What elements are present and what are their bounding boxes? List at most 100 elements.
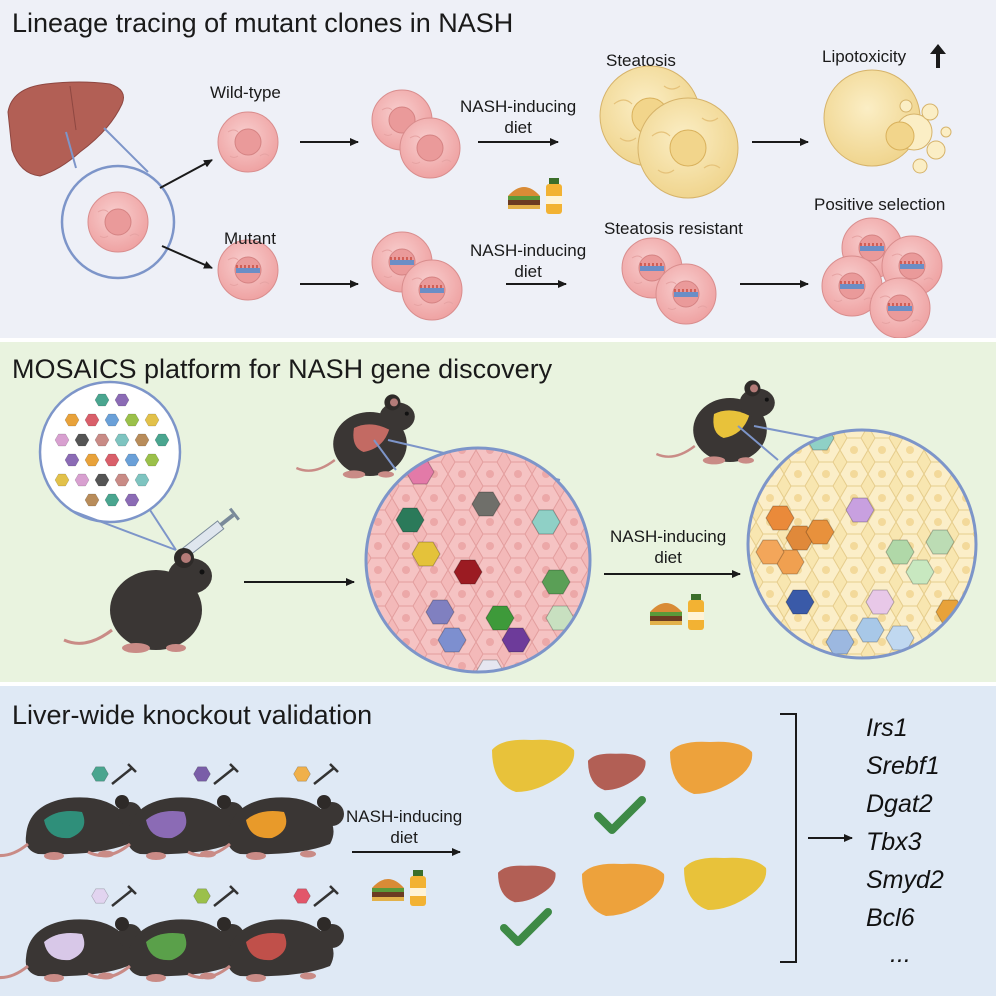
gene-bcl6: Bcl6: [866, 904, 915, 932]
gene-irs1: Irs1: [866, 714, 908, 742]
virus-particle-icon: [134, 473, 150, 487]
check-icon: [504, 912, 548, 942]
food-icon: [372, 870, 426, 906]
mouse-icon: [186, 885, 346, 984]
virus-particle-icon: [154, 433, 170, 447]
virus-particle-icon: [94, 393, 110, 407]
gene-tbx3: Tbx3: [866, 828, 922, 856]
knockout-liver: [44, 933, 85, 961]
diet-label-4: NASH-inducing diet: [346, 807, 463, 847]
virus-particle-icon: [91, 888, 109, 904]
clone-cell: [785, 647, 815, 658]
syringe-icon: [313, 763, 339, 785]
virus-particle-icon: [84, 493, 100, 507]
clone-cell: [411, 541, 441, 567]
food-icon: [650, 594, 704, 630]
fatty-liver-icon: [670, 741, 753, 794]
syringe-icon: [213, 885, 239, 907]
healthy-liver-icon: [498, 865, 556, 903]
syringe-icon: [111, 763, 137, 785]
gene-srebf1: Srebf1: [866, 752, 940, 780]
clone-cell: [825, 629, 855, 655]
mouse-icon: [86, 885, 246, 984]
lineage-tracing-panel: Lineage tracing of mutant clones in NASH: [0, 0, 996, 338]
clone-cell: [865, 589, 895, 615]
mouse-icon: [86, 763, 246, 862]
panel2-title: MOSAICS platform for NASH gene discovery: [12, 354, 553, 384]
virus-particle-icon: [114, 473, 130, 487]
mouse-icon: [0, 763, 144, 862]
virus-particle-icon: [124, 453, 140, 467]
syringe-icon: [111, 885, 137, 907]
clone-cell: [471, 491, 501, 517]
panel1-title: Lineage tracing of mutant clones in NASH: [12, 8, 514, 38]
virus-particle-icon: [94, 473, 110, 487]
diet-label-1: NASH-inducing diet: [460, 97, 577, 137]
clone-cell: [485, 605, 515, 631]
lipotoxicity-label: Lipotoxicity: [822, 47, 907, 66]
diet-label-2: NASH-inducing diet: [470, 241, 587, 281]
clone-cell: [437, 627, 467, 653]
clone-cell: [531, 509, 561, 535]
clone-cell: [395, 507, 425, 533]
virus-particle-icon: [293, 888, 311, 904]
virus-particle-icon: [74, 433, 90, 447]
fatty-liver-icon: [684, 857, 767, 910]
virus-particle-icon: [144, 413, 160, 427]
clone-cell: [475, 659, 505, 672]
healthy-liver-icon: [588, 753, 646, 791]
clone-cell: [453, 559, 483, 585]
bracket: [780, 713, 797, 963]
knockout-liver: [246, 933, 287, 961]
fatty-liver-icon: [492, 739, 575, 792]
virus-particle-icon: [134, 433, 150, 447]
syringe-icon: [313, 885, 339, 907]
clone-cell: [925, 529, 955, 555]
virus-particle-icon: [104, 413, 120, 427]
virus-particle-icon: [124, 493, 140, 507]
clone-cell: [501, 627, 531, 653]
virus-particle-icon: [94, 433, 110, 447]
knockout-validation-panel: Liver-wide knockout validation: [0, 686, 996, 996]
gene-dgat2: Dgat2: [866, 790, 933, 818]
clone-cell: [425, 599, 455, 625]
virus-particle-icon: [91, 766, 109, 782]
clone-cell: [755, 539, 785, 565]
knockout-liver: [44, 811, 85, 839]
up-arrow-icon: [930, 44, 946, 68]
wildtype-label: Wild-type: [210, 83, 281, 102]
steatosis-resistant-label: Steatosis resistant: [604, 219, 743, 238]
virus-particle-icon: [84, 413, 100, 427]
gene-smyd2: Smyd2: [866, 866, 944, 894]
mouse-with-fatty-liver-icon: [655, 379, 776, 466]
virus-particle-icon: [104, 493, 120, 507]
mouse-icon: [186, 763, 346, 862]
mosaics-panel: MOSAICS platform for NASH gene discovery: [0, 342, 996, 682]
virus-particle-icon: [114, 433, 130, 447]
gene-more: ...: [890, 940, 911, 968]
virus-particle-icon: [54, 473, 70, 487]
clone-cell: [765, 505, 795, 531]
lipotoxic-cell-icon: [823, 69, 952, 174]
knockout-liver: [146, 933, 187, 961]
pink-tissue-circle: [366, 448, 590, 672]
mouse-with-liver-icon: [295, 393, 416, 480]
mosaics-diagram: [38, 379, 978, 674]
knockout-liver: [246, 811, 287, 839]
virus-particle-icon: [193, 766, 211, 782]
food-icon: [508, 178, 562, 214]
clone-cell: [845, 497, 875, 523]
lineage-diagram: [7, 44, 952, 338]
steatosis-label: Steatosis: [606, 51, 676, 70]
liver-icon: [7, 81, 124, 177]
clone-cell: [541, 569, 571, 595]
virus-particle-icon: [144, 453, 160, 467]
fatty-liver-icon: [582, 863, 665, 916]
knockout-liver: [146, 811, 187, 839]
virus-particle-icon: [293, 766, 311, 782]
virus-particle-icon: [124, 413, 140, 427]
virus-particle-icon: [104, 453, 120, 467]
virus-particle-icon: [64, 413, 80, 427]
mouse-icon: [62, 546, 214, 655]
diet-label-3: NASH-inducing diet: [610, 527, 727, 567]
